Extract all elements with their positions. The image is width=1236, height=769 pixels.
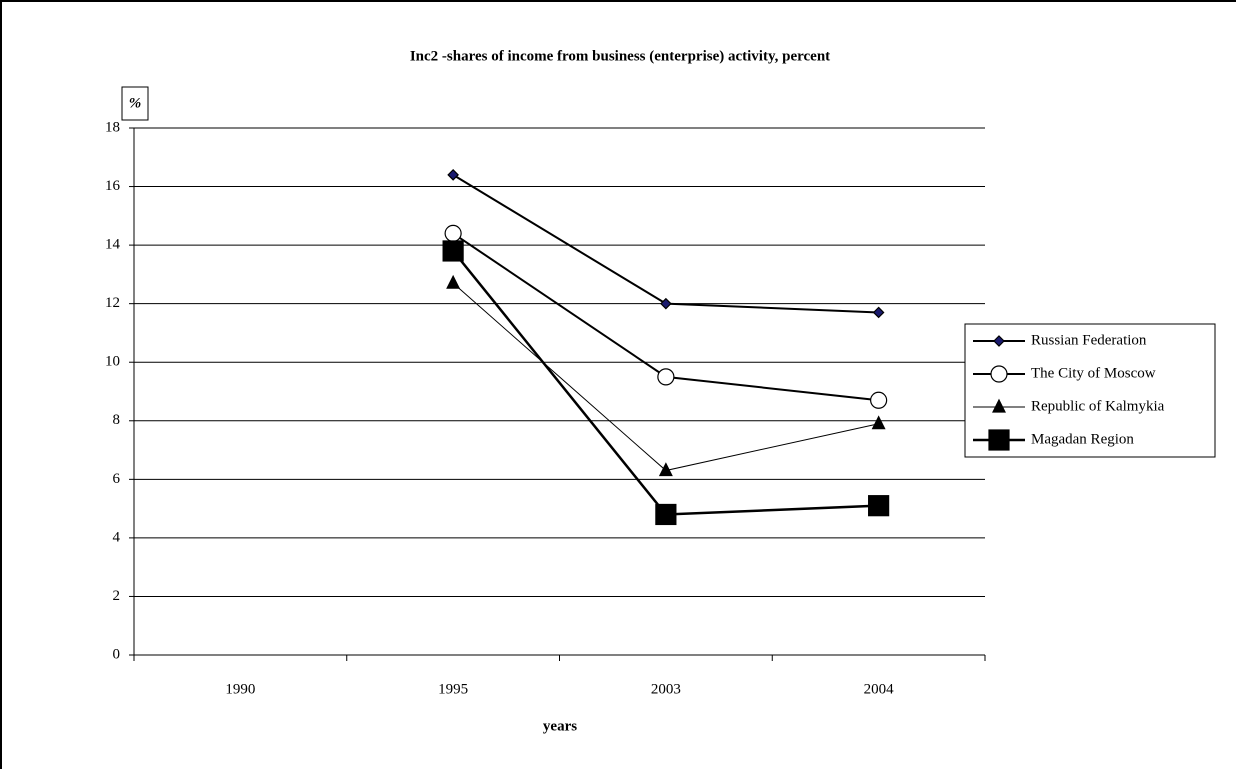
point [655,503,677,526]
point [870,391,888,409]
legend-label: The City of Moscow [1031,365,1156,381]
y-label-box [121,86,149,121]
point [871,415,886,430]
point [868,495,890,517]
legend-marker [990,365,1008,383]
legend-marker [993,335,1005,347]
y-tick-label: 2 [113,588,121,604]
legend-marker [988,429,1010,451]
x-tick-label: 2004 [864,681,895,697]
point [444,224,462,242]
y-tick-label: 14 [105,237,121,253]
x-tick-label: 2003 [651,681,681,697]
point [446,274,461,289]
point [447,168,459,181]
y-tick-label: 6 [113,471,121,487]
y-tick-label: 16 [105,178,121,194]
chart-title: Inc2 -shares of income from business (en… [410,48,830,64]
legend-marker [992,398,1006,413]
x-tick-label: 1995 [438,681,468,697]
y-tick-label: 8 [113,412,121,428]
y-tick-label: 4 [113,529,121,545]
point [660,297,672,310]
y-tick-label: 18 [105,119,120,135]
point [658,462,673,477]
y-tick-label: 12 [105,295,120,311]
point [872,306,885,319]
legend-label: Russian Federation [1031,332,1147,348]
legend-label: Republic of Kalmykia [1031,398,1165,414]
legend-label: Magadan Region [1031,431,1134,447]
y-tick-label: 10 [105,354,120,370]
y-tick-label: 0 [113,646,121,662]
x-tick-label: 1990 [225,681,255,697]
y-axis-label: % [129,95,142,111]
point [657,368,675,386]
point [442,240,464,262]
x-axis-label: years [543,718,577,734]
